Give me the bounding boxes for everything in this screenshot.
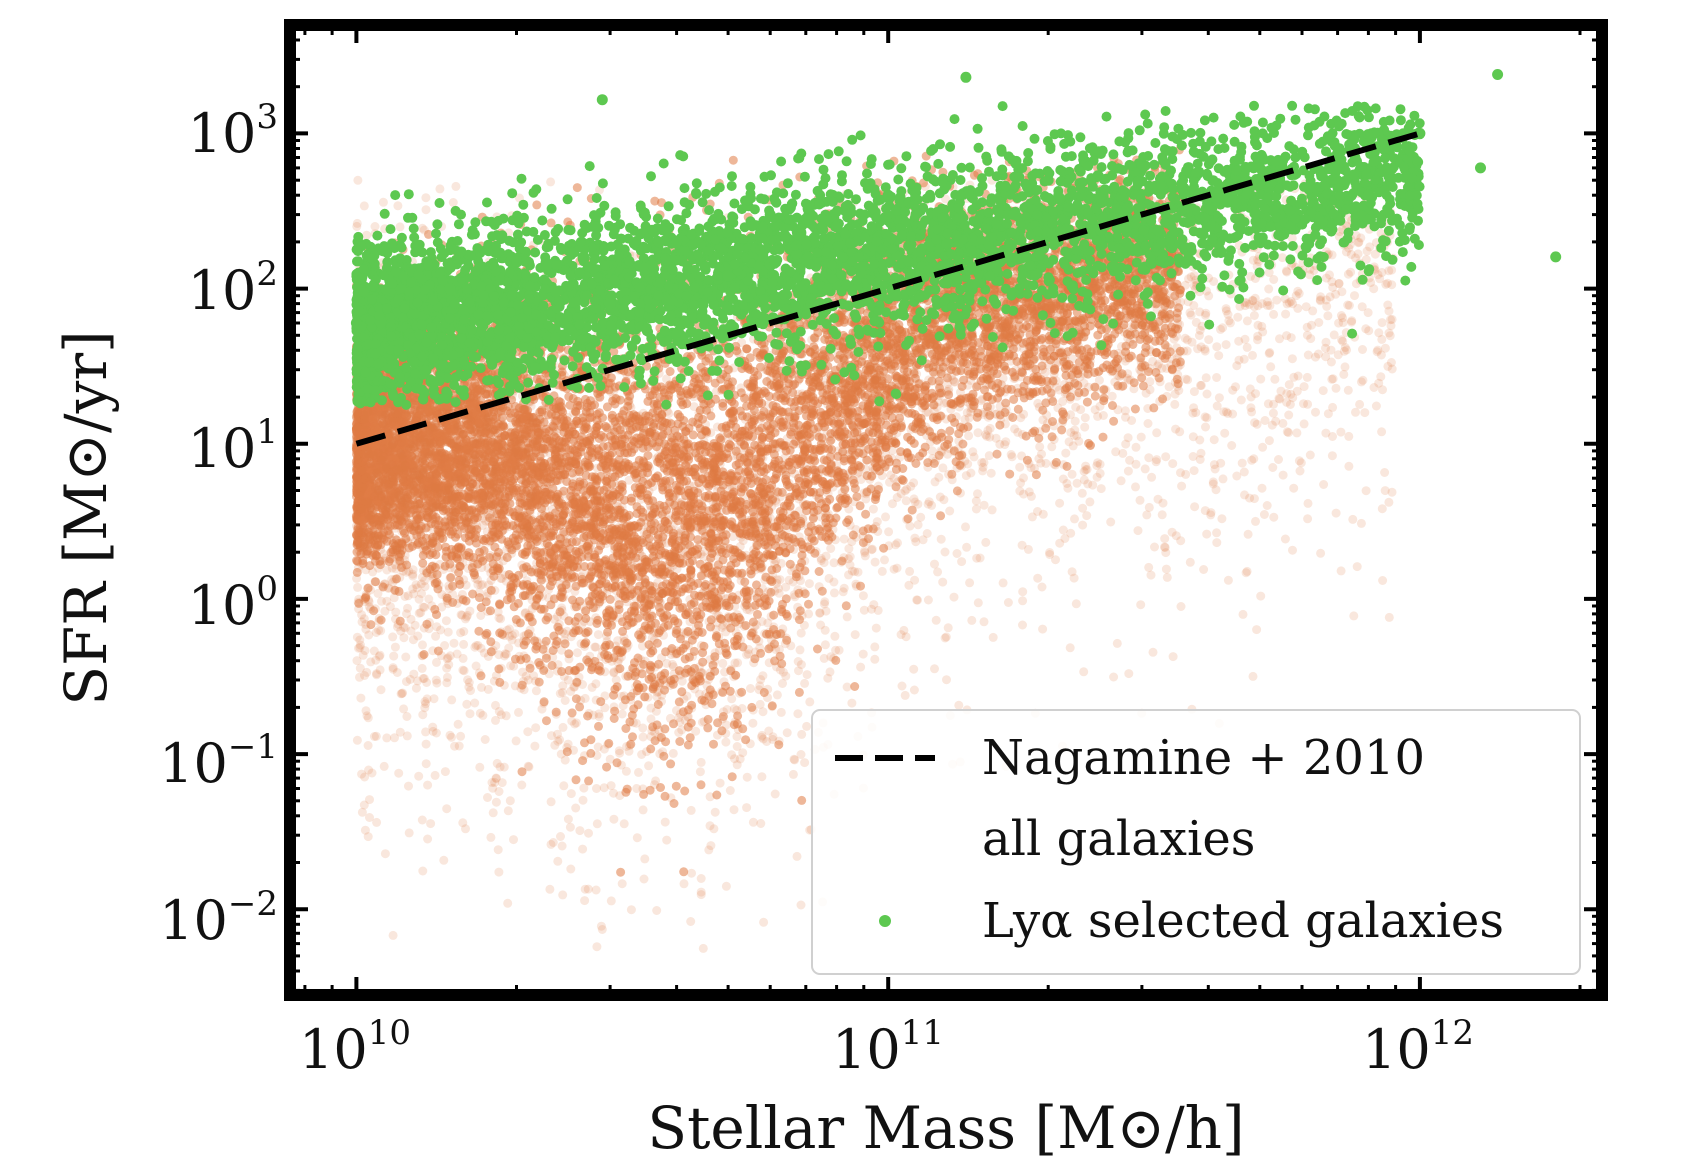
all-galaxy-point (727, 772, 737, 782)
all-galaxy-point (621, 724, 631, 733)
all-galaxy-point (1048, 417, 1057, 426)
all-galaxy-point (572, 183, 582, 193)
all-galaxy-point (710, 378, 720, 388)
all-galaxy-point (567, 708, 577, 718)
all-galaxy-point (712, 631, 722, 641)
all-galaxy-point (486, 585, 496, 595)
all-galaxy-point (1172, 308, 1182, 318)
all-galaxy-point (1138, 381, 1148, 391)
all-galaxy-point (594, 721, 603, 731)
all-galaxy-point (1137, 373, 1147, 383)
all-galaxy-point (572, 677, 582, 687)
all-galaxy-point (832, 503, 842, 513)
all-galaxy-point (1005, 469, 1015, 479)
all-galaxy-point (571, 775, 581, 785)
all-galaxy-point (945, 426, 955, 436)
all-galaxy-point (850, 682, 860, 691)
scatter-layer (350, 69, 1562, 953)
all-galaxy-point (354, 598, 364, 608)
all-galaxy-point (524, 629, 533, 639)
all-galaxy-point (696, 780, 706, 790)
all-galaxy-point (1109, 416, 1119, 426)
all-galaxy-point (1090, 391, 1100, 401)
all-galaxy-point (683, 626, 693, 636)
all-galaxy-point (813, 644, 822, 654)
all-galaxy-point (725, 686, 735, 696)
all-galaxy-point (575, 702, 585, 712)
all-galaxy-point (804, 599, 813, 609)
all-galaxy-point (602, 402, 612, 412)
all-galaxy-point (602, 762, 612, 772)
all-galaxy-point (534, 658, 544, 667)
all-galaxy-point (703, 723, 713, 733)
all-galaxy-point (470, 570, 479, 580)
all-galaxy-point (709, 739, 718, 749)
all-galaxy-point (819, 455, 829, 465)
all-galaxy-point (1093, 330, 1103, 340)
all-galaxy-point (546, 218, 556, 228)
all-galaxy-point (728, 155, 738, 165)
all-galaxy-point (596, 697, 606, 707)
all-galaxy-point (797, 795, 807, 805)
all-galaxy-point (532, 200, 542, 210)
all-galaxy-point (495, 677, 505, 687)
all-galaxy-point (1009, 395, 1019, 404)
all-galaxy-point (612, 758, 622, 768)
all-galaxy-point (861, 509, 871, 519)
all-galaxy-point (1057, 425, 1067, 435)
all-galaxy-point (1082, 397, 1092, 407)
all-galaxy-point (671, 781, 681, 791)
